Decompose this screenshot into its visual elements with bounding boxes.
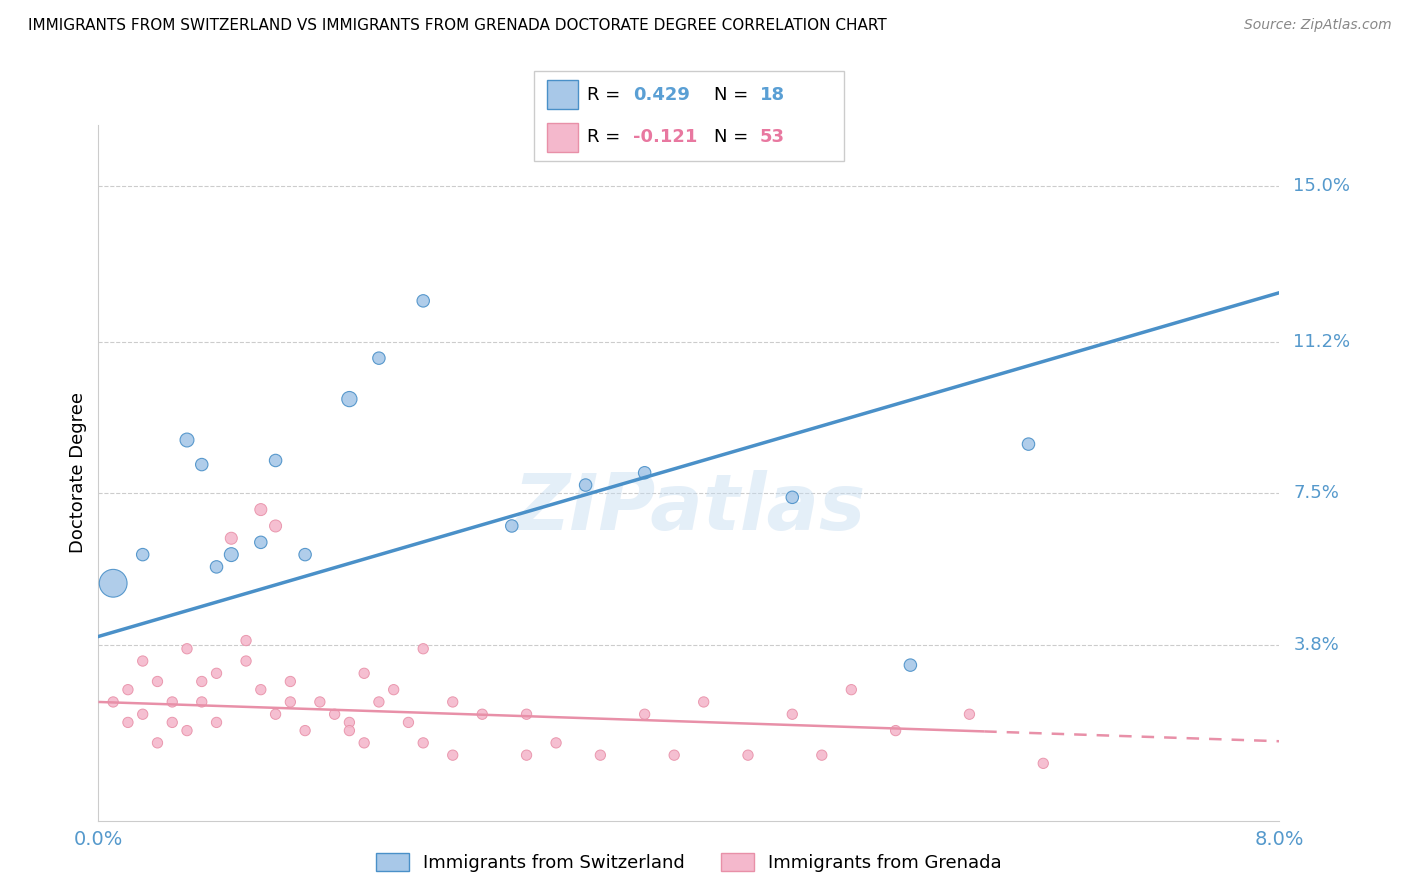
- Point: [515, 707, 537, 722]
- Point: [633, 466, 655, 480]
- Point: [176, 433, 198, 447]
- Point: [412, 736, 434, 750]
- Point: [589, 748, 612, 763]
- Point: [737, 748, 759, 763]
- Text: 11.2%: 11.2%: [1294, 333, 1351, 351]
- Point: [441, 695, 464, 709]
- Point: [205, 560, 228, 574]
- Point: [957, 707, 980, 722]
- Point: [353, 736, 375, 750]
- Text: 53: 53: [761, 128, 785, 146]
- Point: [264, 707, 287, 722]
- Point: [146, 736, 169, 750]
- Point: [235, 633, 257, 648]
- Point: [544, 736, 567, 750]
- Point: [278, 695, 301, 709]
- Point: [205, 666, 228, 681]
- Point: [250, 502, 273, 516]
- Point: [264, 453, 287, 467]
- Point: [367, 351, 389, 366]
- Bar: [547, 80, 578, 109]
- Point: [782, 707, 804, 722]
- Point: [103, 695, 124, 709]
- Text: N =: N =: [714, 86, 754, 103]
- Text: 3.8%: 3.8%: [1294, 636, 1339, 654]
- Text: IMMIGRANTS FROM SWITZERLAND VS IMMIGRANTS FROM GRENADA DOCTORATE DEGREE CORRELAT: IMMIGRANTS FROM SWITZERLAND VS IMMIGRANT…: [28, 18, 887, 33]
- Point: [250, 535, 273, 549]
- Point: [1017, 437, 1039, 451]
- Text: 18: 18: [761, 86, 785, 103]
- Point: [235, 654, 257, 668]
- Point: [396, 715, 419, 730]
- Point: [353, 666, 375, 681]
- Text: R =: R =: [586, 86, 626, 103]
- Point: [132, 707, 155, 722]
- Point: [337, 392, 360, 406]
- Point: [219, 548, 242, 562]
- Point: [308, 695, 332, 709]
- Point: [250, 682, 273, 697]
- FancyBboxPatch shape: [534, 71, 844, 161]
- Point: [294, 548, 316, 562]
- Point: [574, 478, 596, 492]
- Point: [782, 491, 804, 505]
- Point: [471, 707, 494, 722]
- Legend: Immigrants from Switzerland, Immigrants from Grenada: Immigrants from Switzerland, Immigrants …: [367, 844, 1011, 881]
- Point: [633, 707, 655, 722]
- Text: N =: N =: [714, 128, 754, 146]
- Bar: [547, 123, 578, 152]
- Point: [501, 519, 523, 533]
- Point: [693, 695, 716, 709]
- Text: R =: R =: [586, 128, 626, 146]
- Text: 7.5%: 7.5%: [1294, 484, 1340, 502]
- Point: [323, 707, 346, 722]
- Point: [205, 715, 228, 730]
- Point: [337, 723, 360, 738]
- Point: [103, 576, 124, 591]
- Point: [117, 715, 139, 730]
- Text: ZIPatlas: ZIPatlas: [513, 469, 865, 546]
- Point: [839, 682, 862, 697]
- Point: [441, 748, 464, 763]
- Point: [264, 519, 287, 533]
- Point: [162, 715, 183, 730]
- Point: [412, 641, 434, 656]
- Point: [191, 674, 214, 689]
- Point: [162, 695, 183, 709]
- Text: 0.429: 0.429: [633, 86, 690, 103]
- Point: [382, 682, 405, 697]
- Point: [898, 658, 921, 673]
- Point: [176, 641, 198, 656]
- Point: [146, 674, 169, 689]
- Point: [278, 674, 301, 689]
- Point: [367, 695, 389, 709]
- Point: [117, 682, 139, 697]
- Point: [664, 748, 686, 763]
- Y-axis label: Doctorate Degree: Doctorate Degree: [69, 392, 87, 553]
- Text: -0.121: -0.121: [633, 128, 697, 146]
- Text: Source: ZipAtlas.com: Source: ZipAtlas.com: [1244, 18, 1392, 32]
- Point: [219, 531, 242, 545]
- Point: [810, 748, 832, 763]
- Point: [191, 695, 214, 709]
- Point: [1032, 756, 1054, 771]
- Point: [294, 723, 316, 738]
- Text: 15.0%: 15.0%: [1294, 178, 1350, 195]
- Point: [191, 458, 214, 472]
- Point: [176, 723, 198, 738]
- Point: [132, 654, 155, 668]
- Point: [884, 723, 907, 738]
- Point: [412, 293, 434, 308]
- Point: [337, 715, 360, 730]
- Point: [515, 748, 537, 763]
- Point: [132, 548, 155, 562]
